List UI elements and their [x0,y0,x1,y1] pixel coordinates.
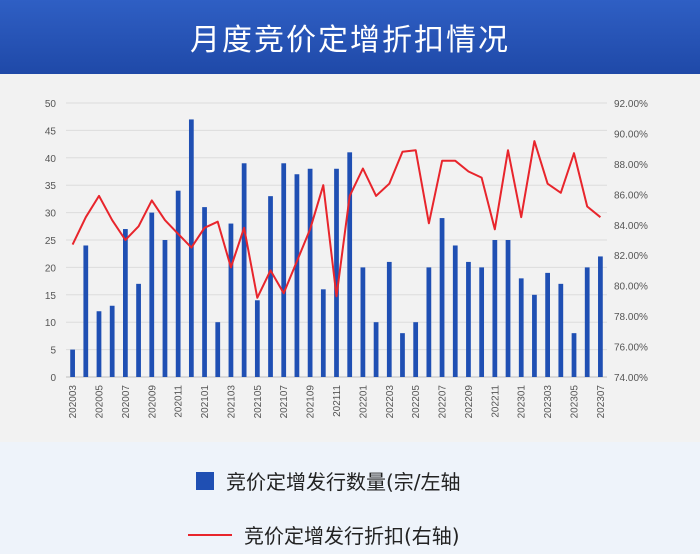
left-tick-label: 40 [45,154,57,165]
bar-202108 [294,174,300,377]
x-tick-label: 202209 [464,385,475,419]
bar-202011 [175,190,181,377]
bar-202111 [334,168,339,377]
x-tick-label: 202003 [68,385,79,419]
right-tick-label: 74.00% [614,373,648,384]
x-tick-label: 202103 [226,385,237,419]
bar-202107 [281,163,287,377]
left-tick-label: 0 [50,373,56,384]
bar-202103 [228,223,234,377]
left-tick-label: 35 [45,181,57,192]
x-tick-label: 202005 [94,385,105,419]
left-tick-label: 45 [45,126,57,137]
right-tick-label: 88.00% [614,160,648,171]
bar-202307 [598,256,603,377]
x-tick-label: 202201 [358,385,369,419]
right-tick-label: 80.00% [614,282,648,293]
x-tick-label: 202303 [543,385,554,419]
bar-202110 [320,289,326,377]
discount-line [71,140,602,299]
left-tick-label: 10 [45,318,57,329]
legend-item-line: 竞价定增发行折扣(右轴) [188,520,460,549]
chart-title: 月度竞价定增折扣情况 [190,23,510,58]
bar-202102 [215,322,221,377]
legend-bar-swatch [196,471,214,490]
bar-202203 [386,261,392,377]
bar-202004 [83,245,89,377]
bar-202212 [505,240,511,377]
bar-202210 [479,267,485,377]
right-tick-label: 86.00% [614,190,648,201]
left-tick-label: 30 [45,209,57,220]
left-tick-label: 15 [45,291,57,302]
bar-202209 [466,261,471,377]
x-tick-label: 202205 [411,385,422,419]
x-tick-label: 202105 [253,385,264,419]
right-tick-label: 84.00% [614,221,648,232]
bar-202003 [70,349,75,377]
bar-202009 [149,212,155,377]
x-tick-label: 202307 [596,385,607,419]
bar-202206 [426,267,432,377]
bar-202008 [136,283,141,377]
bar-202104 [241,163,247,377]
bar-202301 [518,278,524,377]
x-tick-label: 202107 [279,385,290,419]
x-tick-label: 202009 [147,385,158,419]
right-tick-label: 76.00% [614,343,648,354]
left-tick-label: 5 [50,346,56,357]
bar-202211 [492,240,498,377]
bar-202005 [96,311,102,377]
x-tick-label: 202111 [332,385,343,417]
bar-202304 [558,283,564,377]
bar-202105 [254,300,260,377]
x-tick-label: 202011 [174,385,185,418]
right-tick-label: 92.00% [614,99,648,110]
bar-202112 [347,152,353,377]
x-tick-label: 202109 [306,385,317,419]
bar-202109 [307,168,313,377]
bar-202303 [545,272,550,377]
bar-202204 [400,333,405,377]
x-tick-label: 202203 [385,385,396,419]
bar-202202 [373,322,379,377]
left-tick-label: 50 [45,99,57,110]
bar-202207 [439,218,445,377]
right-tick-label: 78.00% [614,312,648,323]
x-tick-label: 202007 [121,385,132,419]
bar-202201 [360,267,366,377]
bar-202007 [123,229,128,377]
legend: 竞价定增发行数量(宗/左轴 竞价定增发行折扣(右轴) [0,442,700,554]
legend-item-bars: 竞价定增发行数量(宗/左轴 [196,466,461,495]
bar-202101 [202,207,207,377]
bar-202006 [109,305,115,377]
x-tick-label: 202305 [570,385,581,419]
x-tick-label: 202301 [517,385,528,419]
legend-line-swatch [188,533,232,536]
legend-line-label: 竞价定增发行折扣(右轴) [244,524,460,548]
x-tick-label: 202207 [438,385,449,419]
bar-202208 [452,245,458,377]
bar-202010 [162,240,168,377]
bar-202306 [584,267,590,377]
legend-bars-label: 竞价定增发行数量(宗/左轴 [226,470,461,494]
bar-202305 [571,333,577,377]
chart-svg: 0 5 10 15 20 25 30 35 40 45 50 74.00% 76.00% 78.00% 8… [45,99,648,419]
left-tick-label: 20 [45,263,57,274]
bar-202106 [268,196,273,377]
bar-202302 [532,294,537,377]
header-banner: 月度竞价定增折扣情况 [0,0,700,74]
x-tick-label: 202101 [200,385,211,419]
right-tick-label: 82.00% [614,251,648,262]
left-tick-label: 25 [45,236,57,247]
bar-202205 [413,322,419,377]
plot-area: 0 5 10 15 20 25 30 35 40 45 50 74.00% 76.00% 78.00% 8… [0,74,700,442]
x-tick-label: 202211 [490,385,501,418]
right-tick-label: 90.00% [614,129,648,140]
